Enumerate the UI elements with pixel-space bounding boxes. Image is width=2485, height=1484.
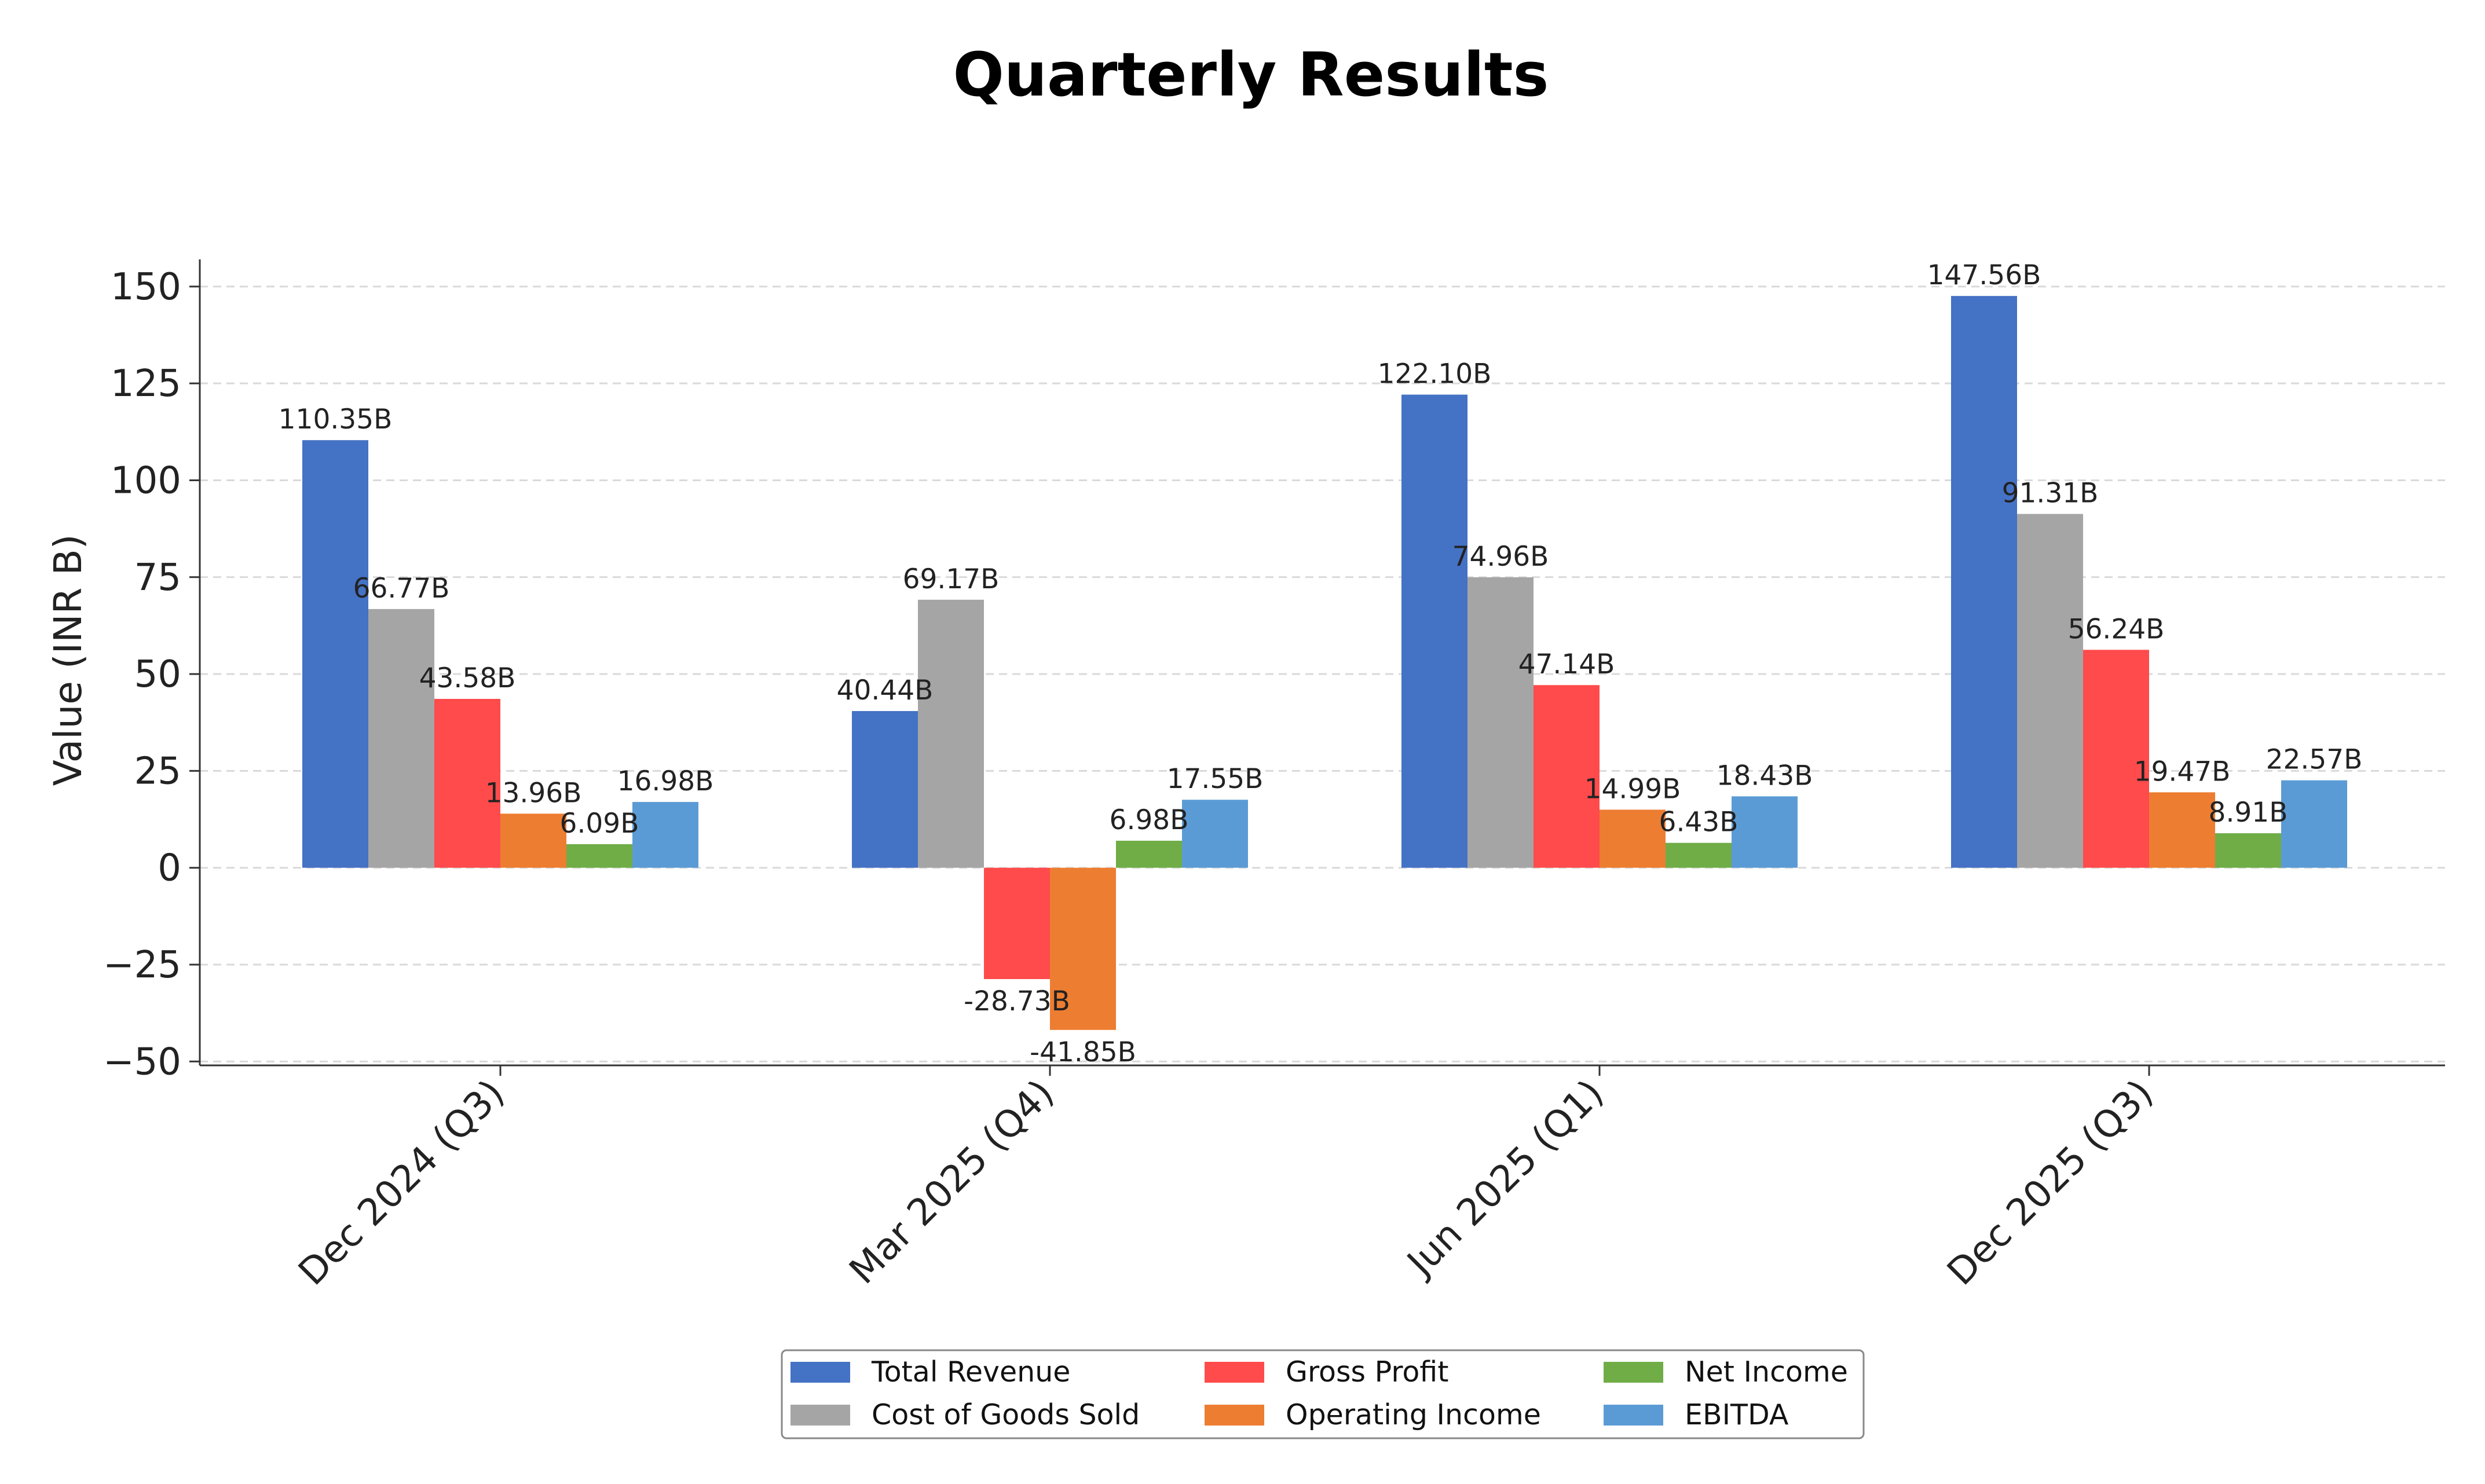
y-tick-label: 125: [111, 362, 181, 405]
data-label: 66.77B: [353, 573, 450, 604]
bar: [1182, 800, 1248, 868]
legend-label: Gross Profit: [1286, 1355, 1448, 1388]
bar: [1600, 809, 1666, 868]
legend-swatch: [1604, 1362, 1663, 1383]
bar: [1534, 685, 1600, 868]
data-label: 17.55B: [1167, 763, 1264, 795]
y-tick-label: 100: [111, 459, 181, 502]
x-tick-label: Dec 2025 (Q3): [1939, 1072, 2162, 1294]
data-label: 13.96B: [485, 777, 582, 809]
y-tick-label: 25: [134, 750, 181, 793]
bar: [1666, 842, 1732, 868]
data-label: 69.17B: [903, 563, 1000, 595]
bar: [1732, 796, 1798, 868]
y-tick-label: 150: [111, 266, 181, 309]
legend-label: Net Income: [1685, 1355, 1848, 1388]
data-label: 110.35B: [279, 404, 393, 435]
bar: [1401, 394, 1467, 868]
data-label: 56.24B: [2068, 613, 2165, 645]
data-label: -41.85B: [1030, 1036, 1136, 1068]
legend-box: [781, 1349, 1865, 1439]
data-label: 74.96B: [1452, 541, 1549, 573]
bar: [2149, 792, 2215, 868]
x-tick-label: Dec 2024 (Q3): [291, 1072, 513, 1294]
data-label: 6.98B: [1110, 804, 1189, 836]
data-label: 8.91B: [2209, 797, 2288, 829]
legend-swatch: [1205, 1405, 1264, 1426]
bar: [1050, 867, 1116, 1030]
legend-label: Operating Income: [1286, 1398, 1541, 1431]
bar: [1951, 296, 2017, 868]
bar: [302, 440, 368, 868]
data-label: 122.10B: [1378, 358, 1492, 390]
legend-swatch: [1205, 1362, 1264, 1383]
data-label: 147.56B: [1927, 259, 2041, 291]
legend-swatch: [1604, 1405, 1663, 1426]
bar: [368, 609, 434, 868]
data-label: 14.99B: [1584, 773, 1681, 805]
data-label: 43.58B: [419, 662, 516, 694]
bar: [984, 867, 1050, 979]
bar: [1467, 577, 1534, 868]
bar: [1116, 840, 1182, 868]
bar: [2215, 833, 2281, 868]
bar: [2281, 780, 2347, 868]
bar: [434, 699, 500, 868]
data-label: 16.98B: [617, 765, 714, 797]
bar: [500, 814, 566, 868]
legend: Total Revenue Cost of Goods Sold Gross Pro…: [781, 1349, 1865, 1439]
x-tick-label: Jun 2025 (Q1): [1398, 1072, 1612, 1286]
data-label: 22.57B: [2266, 744, 2363, 776]
y-tick-label: −25: [103, 944, 181, 987]
y-tick-label: −50: [103, 1040, 181, 1083]
legend-swatch: [790, 1405, 850, 1426]
chart-title: Quarterly Results: [953, 39, 1549, 110]
legend-label: Cost of Goods Sold: [872, 1398, 1140, 1431]
bar: [566, 844, 632, 868]
data-label: 91.31B: [2002, 478, 2099, 510]
legend-label: EBITDA: [1685, 1398, 1789, 1431]
y-tick-label: 0: [158, 847, 181, 890]
legend-label: Total Revenue: [871, 1355, 1070, 1388]
x-tick-label: Mar 2025 (Q4): [841, 1072, 1062, 1292]
data-label: 19.47B: [2134, 756, 2231, 787]
bar: [2017, 514, 2083, 868]
y-tick-label: 50: [134, 653, 181, 696]
y-tick-label: 75: [134, 556, 181, 599]
data-label: 6.09B: [560, 808, 639, 840]
data-label: 18.43B: [1717, 760, 1813, 792]
bar: [918, 599, 984, 868]
bar: [852, 711, 918, 868]
legend-swatch: [790, 1362, 850, 1383]
bar: [2083, 650, 2149, 868]
data-label: 40.44B: [837, 675, 934, 706]
y-axis-label: Value (INR B): [46, 534, 90, 786]
bar: [632, 802, 698, 868]
data-label: 6.43B: [1659, 807, 1739, 838]
data-label: -28.73B: [964, 985, 1070, 1017]
data-label: 47.14B: [1518, 648, 1615, 680]
bars: [302, 296, 2347, 1030]
